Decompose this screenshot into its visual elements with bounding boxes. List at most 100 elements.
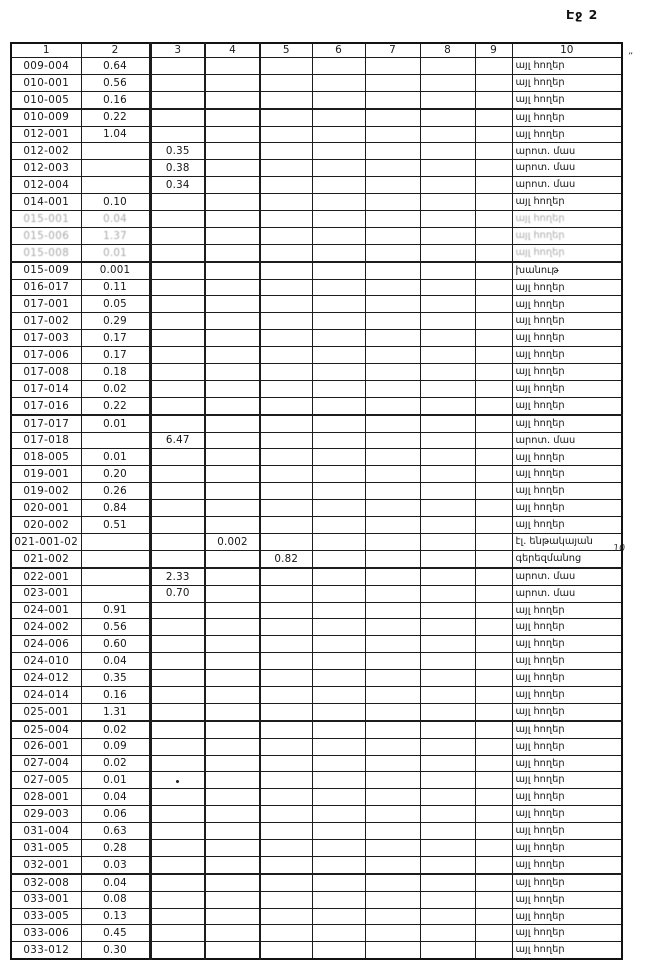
value-cell (204, 295, 261, 314)
value-cell: 0.04 (80, 210, 152, 228)
value-cell: 0.60 (80, 635, 152, 654)
value-cell (474, 482, 513, 501)
land-type-cell: այլ հողեր (511, 499, 623, 518)
value-cell (311, 379, 366, 398)
land-type-cell: այլ հողեր (511, 618, 623, 637)
value-cell (474, 465, 513, 484)
value-cell (474, 924, 513, 943)
land-type-cell: այլ հողեր (511, 702, 623, 722)
value-cell (419, 719, 476, 739)
parcel-code-cell: 015-006 (10, 226, 82, 245)
parcel-code-cell: 026-001 (10, 737, 82, 756)
value-cell: 0.70 (149, 584, 206, 603)
column-header: 8 (419, 42, 476, 58)
value-cell (149, 90, 206, 110)
table-row: 014-001 0.10 այլ հողեր (10, 193, 623, 212)
table-row: 017-008 0.18 այլ հողեր (10, 363, 623, 381)
parcel-code-cell: 025-001 (10, 702, 82, 722)
value-cell (204, 719, 261, 739)
value-cell (364, 243, 421, 263)
value-cell (419, 107, 476, 127)
value-cell (419, 260, 476, 280)
parcel-code-cell: 025-004 (10, 719, 82, 739)
value-cell (311, 396, 366, 416)
value-cell (311, 532, 366, 551)
value-cell (419, 618, 476, 637)
parcel-code-cell: 029-003 (10, 805, 82, 824)
value-cell (204, 838, 261, 857)
value-cell (149, 73, 206, 92)
value-cell (419, 413, 476, 433)
parcel-code-cell: 017-017 (10, 413, 82, 433)
value-cell (149, 635, 206, 654)
value-cell (474, 346, 513, 365)
parcel-code-cell: 021-001-02 (10, 532, 82, 551)
value-cell: 0.22 (80, 107, 152, 127)
value-cell (364, 159, 421, 178)
value-cell (149, 226, 206, 245)
value-cell (419, 210, 476, 228)
land-type-cell: այլ հողեր (511, 278, 623, 297)
value-cell: 0.28 (80, 838, 152, 857)
value-cell (364, 193, 421, 212)
parcel-code-cell: 033-001 (10, 890, 82, 909)
table-row: 033-005 0.13 այլ հողեր (10, 907, 623, 926)
value-cell (149, 125, 206, 144)
table-row: 024-010 0.04 այլ հողեր (10, 652, 623, 671)
value-cell (311, 924, 366, 943)
table-body: 009-004 0.64 այլ հողեր 010-001 0.56 այլ հողեր… (10, 57, 623, 960)
parcel-code-cell: 015-008 (10, 243, 82, 263)
value-cell (149, 516, 206, 534)
land-type-cell: այլ հողեր (511, 516, 623, 534)
parcel-code-cell: 033-005 (10, 907, 82, 926)
value-cell (364, 652, 421, 671)
parcel-code-cell: 024-014 (10, 685, 82, 704)
table-row: 033-012 0.30 այլ հողեր (10, 941, 623, 960)
value-cell (204, 159, 261, 178)
value-cell (311, 363, 366, 381)
value-cell (149, 396, 206, 416)
table-row: 024-002 0.56 այլ հողեր (10, 618, 623, 637)
land-type-cell: այլ հողեր (511, 635, 623, 654)
value-cell (364, 465, 421, 484)
value-cell (204, 260, 261, 280)
value-cell (419, 226, 476, 245)
value-cell (364, 601, 421, 620)
land-type-cell: արոտ. մաս (511, 176, 623, 195)
land-type-cell: այլ հողեր (511, 872, 623, 892)
value-cell (80, 532, 152, 551)
value-cell (311, 431, 366, 450)
value-cell (364, 754, 421, 773)
parcel-code-cell: 012-004 (10, 176, 82, 195)
value-cell (311, 226, 366, 245)
value-cell (149, 941, 206, 960)
value-cell (364, 73, 421, 92)
parcel-code-cell: 024-006 (10, 635, 82, 654)
value-cell: 0.64 (80, 57, 152, 75)
parcel-code-cell: 024-012 (10, 669, 82, 687)
parcel-code-cell: 022-001 (10, 566, 82, 586)
value-cell (149, 295, 206, 314)
land-type-cell: այլ հողեր (511, 312, 623, 331)
land-type-cell: այլ հողեր (511, 601, 623, 620)
value-cell (474, 226, 513, 245)
value-cell (419, 243, 476, 263)
land-type-cell: այլ հողեր (511, 57, 623, 75)
parcel-code-cell: 024-010 (10, 652, 82, 671)
value-cell (149, 669, 206, 687)
value-cell (149, 363, 206, 381)
value-cell (204, 142, 261, 161)
parcel-code-cell: 014-001 (10, 193, 82, 212)
land-type-cell: այլ հողեր (511, 193, 623, 212)
cadastre-table: 1 2 3 4 5 6 7 8 9 10 009-004 0.64 այլ հողեր 010-001 0… (10, 42, 623, 960)
table-row: 033-006 0.45 այլ հողեր (10, 924, 623, 943)
value-cell (149, 719, 206, 739)
value-cell (419, 872, 476, 892)
value-cell (204, 907, 261, 926)
value-cell (204, 465, 261, 484)
table-row: 021-002 0.82 գերեզմանոց (10, 549, 623, 569)
value-cell (204, 924, 261, 943)
value-cell (419, 431, 476, 450)
parcel-code-cell: 010-001 (10, 73, 82, 92)
value-cell (364, 516, 421, 534)
